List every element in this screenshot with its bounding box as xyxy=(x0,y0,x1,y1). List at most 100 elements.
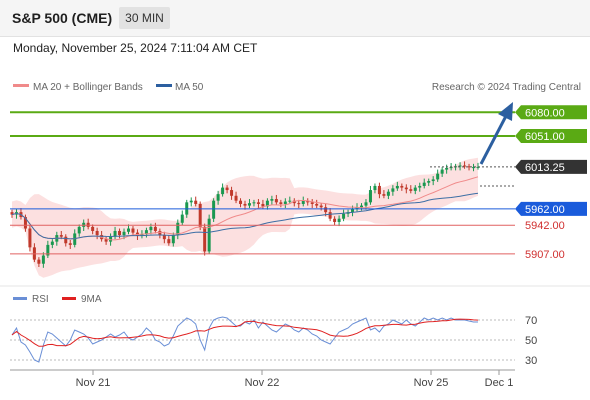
candle xyxy=(256,199,260,209)
rsi-ma-legend-swatch xyxy=(62,297,76,300)
candle xyxy=(153,222,157,234)
candle xyxy=(261,199,265,209)
candle xyxy=(221,183,225,197)
rsi-ma-legend-label: 9MA xyxy=(81,294,102,305)
candle xyxy=(127,224,130,235)
ma50-legend-swatch xyxy=(156,84,172,87)
candle xyxy=(158,228,162,239)
candle xyxy=(247,199,251,209)
candle xyxy=(212,198,216,222)
rsi-tick-label: 30 xyxy=(525,355,537,367)
candle xyxy=(189,197,193,207)
candle xyxy=(445,164,449,174)
candle xyxy=(297,199,301,209)
candle xyxy=(37,257,41,267)
level-label: 5907.00 xyxy=(525,249,565,261)
candle xyxy=(391,185,395,196)
candle xyxy=(458,162,462,171)
level-support: 5942.00 xyxy=(10,220,565,232)
ma50-line xyxy=(11,192,479,240)
rsi-tick-label: 70 xyxy=(525,315,537,327)
ma20-legend-label: MA 20 + Bollinger Bands xyxy=(33,82,143,93)
candle xyxy=(400,183,404,191)
candle xyxy=(95,227,99,240)
candle xyxy=(180,210,184,226)
candle xyxy=(373,183,377,194)
rsi-legend-label: RSI xyxy=(32,294,49,305)
candle xyxy=(23,214,27,232)
candle xyxy=(68,239,72,249)
candle xyxy=(404,184,408,194)
candle xyxy=(377,182,381,199)
candle xyxy=(306,198,310,206)
ma20-legend-swatch xyxy=(13,84,29,87)
candle xyxy=(176,219,180,240)
candle xyxy=(64,234,68,247)
level-pivot: 5962.00 xyxy=(10,201,587,216)
candle xyxy=(265,198,269,210)
rsi-line xyxy=(11,316,478,363)
candle xyxy=(77,224,81,237)
candle xyxy=(386,189,390,200)
candle xyxy=(279,199,283,208)
candle xyxy=(234,191,238,204)
chart-header: S&P 500 (CME) 30 MIN xyxy=(0,0,590,37)
level-label: 5942.00 xyxy=(525,220,565,232)
candle xyxy=(382,190,386,199)
candle xyxy=(46,240,50,258)
candle xyxy=(283,198,287,209)
candle xyxy=(301,196,305,207)
candle xyxy=(440,167,444,177)
candle xyxy=(270,195,274,205)
candle xyxy=(230,186,234,200)
ma50-legend-label: MA 50 xyxy=(175,82,204,93)
levels-group: 6080.00 6051.00 6013.25 5962.00 5942.00 5907.… xyxy=(10,105,587,261)
candle xyxy=(91,224,95,235)
candle xyxy=(436,169,440,182)
chart-credit: Research © 2024 Trading Central xyxy=(432,82,581,93)
candle xyxy=(225,185,229,194)
candle xyxy=(50,239,54,249)
chart-datetime: Monday, November 25, 2024 7:11:04 AM CET xyxy=(13,41,258,55)
candle xyxy=(10,209,14,218)
candle xyxy=(216,190,220,205)
candle xyxy=(418,182,422,192)
candle xyxy=(409,185,413,194)
candle xyxy=(252,199,256,207)
candle xyxy=(274,194,278,205)
candle xyxy=(422,178,426,189)
level-resistance: 6051.00 xyxy=(10,129,587,144)
candle xyxy=(288,196,292,204)
candle xyxy=(167,235,171,246)
rsi-tick-label: 50 xyxy=(525,335,537,347)
candle xyxy=(239,198,243,208)
candle xyxy=(463,161,467,169)
candle xyxy=(203,223,207,256)
candle xyxy=(467,163,471,171)
candle xyxy=(315,199,319,209)
candle xyxy=(368,185,372,205)
candle xyxy=(431,176,435,186)
time-tick-label: Nov 22 xyxy=(245,377,280,389)
timeframe-button[interactable]: 30 MIN xyxy=(119,7,170,29)
candle xyxy=(427,178,431,186)
level-label: 6051.00 xyxy=(525,131,565,143)
level-resistance: 6080.00 xyxy=(10,105,587,120)
level-support: 5907.00 xyxy=(10,249,565,261)
candle xyxy=(337,215,341,227)
candle xyxy=(28,225,32,252)
time-tick-label: Nov 25 xyxy=(414,377,449,389)
candle xyxy=(113,226,117,240)
candle xyxy=(472,163,476,172)
bollinger-band xyxy=(12,157,478,278)
candle xyxy=(194,196,198,207)
candle xyxy=(243,200,247,210)
level-last-price: 6013.25 xyxy=(430,159,587,187)
candle xyxy=(395,181,399,191)
time-axis: Nov 21 Nov 22 Nov 25 Dec 1 xyxy=(76,370,513,389)
forecast-arrow xyxy=(479,102,513,165)
candle xyxy=(162,231,166,244)
level-label: 5962.00 xyxy=(525,204,565,216)
candle xyxy=(413,185,417,195)
